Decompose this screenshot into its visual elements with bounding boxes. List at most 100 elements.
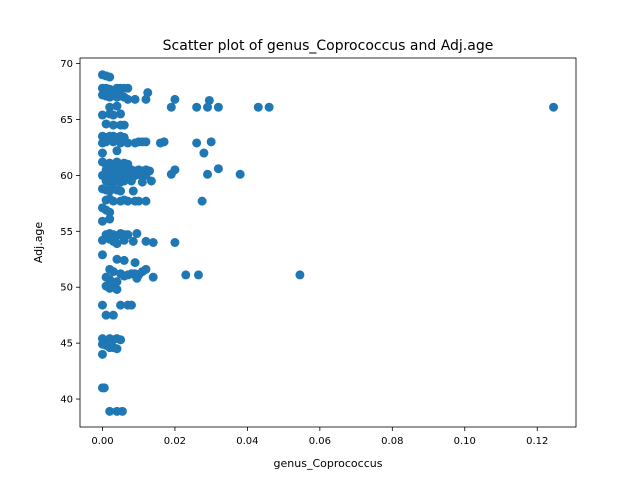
scatter-point-35	[108, 110, 118, 120]
scatter-point-56	[141, 137, 151, 147]
scatter-point-147	[128, 236, 138, 246]
scatter-point-36	[116, 109, 126, 119]
scatter-point-128	[197, 196, 207, 206]
scatter-point-170	[105, 274, 115, 284]
scatter-point-176	[112, 284, 122, 294]
scatter-point-145	[112, 239, 122, 249]
scatter-point-117	[116, 186, 126, 196]
scatter-point-37	[101, 119, 111, 129]
scatter-point-126	[134, 196, 144, 206]
scatter-point-51	[116, 138, 126, 148]
scatter-point-40	[119, 120, 129, 130]
x-axis-label: genus_Coprococcus	[274, 457, 383, 470]
scatter-point-28	[204, 95, 214, 105]
scatter-point-132	[97, 216, 107, 226]
scatter-point-110	[137, 177, 147, 187]
scatter-point-193	[97, 349, 107, 359]
scatter-point-60	[206, 137, 216, 147]
y-tick-label: 70	[60, 59, 73, 70]
y-axis-ticks: 40 45 50 55 60 65 70	[60, 59, 80, 406]
y-tick-label: 60	[60, 171, 73, 182]
scatter-point-61	[97, 148, 107, 158]
scatter-point-118	[128, 186, 138, 196]
scatter-point-29	[213, 102, 223, 112]
scatter-point-150	[170, 238, 180, 247]
scatter-point-109	[126, 176, 136, 186]
scatter-point-63	[199, 148, 209, 158]
scatter-point-142	[97, 235, 107, 245]
scatter-point-192	[112, 344, 122, 354]
scatter-point-180	[126, 300, 136, 310]
scatter-point-99	[141, 170, 151, 180]
scatter-point-52	[123, 138, 133, 148]
scatter-point-33	[97, 110, 107, 120]
scatter-point-167	[193, 270, 203, 280]
scatter-point-153	[119, 255, 129, 265]
scatter-point-151	[97, 250, 107, 260]
scatter-point-22	[170, 94, 180, 104]
scatter-point-32	[549, 102, 559, 112]
y-tick-label: 45	[60, 339, 73, 350]
chart-title: Scatter plot of genus_Coprococcus and Ad…	[163, 38, 494, 54]
scatter-point-26	[192, 102, 202, 112]
plot-area-frame	[79, 57, 577, 428]
scatter-point-177	[97, 300, 107, 310]
scatter-point-181	[101, 310, 111, 320]
scatter-point-131	[105, 207, 115, 217]
x-tick-label: 0.06	[309, 436, 331, 447]
scatter-point-146	[119, 235, 129, 245]
x-tick-label: 0.00	[91, 436, 113, 447]
scatter-point-25	[166, 102, 176, 112]
scatter-point-58	[159, 137, 169, 147]
scatter-point-18	[123, 94, 133, 104]
scatter-point-30	[253, 102, 263, 112]
scatter-point-172	[132, 273, 142, 283]
scatter-point-86	[213, 164, 223, 174]
scatter-point-31	[264, 102, 274, 112]
scatter-point-187	[116, 335, 126, 345]
scatter-point-127	[141, 196, 151, 206]
scatter-point-121	[108, 196, 118, 206]
scatter-point-133	[105, 214, 115, 224]
scatter-point-62	[112, 146, 122, 156]
y-tick-label: 50	[60, 283, 73, 294]
x-tick-label: 0.02	[164, 436, 186, 447]
scatter-point-165	[148, 272, 158, 282]
scatter-point-168	[295, 270, 305, 280]
x-axis-ticks: 0.00 0.02 0.04 0.06 0.08 0.10 0.12	[91, 427, 548, 447]
x-tick-label: 0.10	[454, 436, 476, 447]
y-tick-label: 65	[60, 115, 73, 126]
scatter-point-50	[108, 137, 118, 147]
scatter-point-49	[101, 137, 111, 147]
scatter-point-182	[108, 310, 118, 320]
scatter-point-196	[105, 406, 115, 416]
scatter-point-24	[112, 101, 122, 111]
y-tick-label: 40	[60, 395, 73, 406]
scatter-point-10	[123, 83, 133, 93]
scatter-point-21	[143, 88, 153, 98]
scatter-point-111	[146, 176, 156, 186]
scatter-point-195	[99, 383, 109, 393]
scatter-point-124	[123, 196, 133, 206]
scatter-point-198	[117, 406, 127, 416]
y-tick-label: 55	[60, 227, 73, 238]
scatter-point-19	[130, 94, 140, 104]
scatter-point-141	[132, 229, 142, 239]
scatter-point-38	[108, 120, 118, 130]
scatter-point-152	[112, 254, 122, 264]
scatter-point-2	[105, 72, 115, 82]
scatter-point-101	[203, 169, 213, 179]
scatter-point-156	[108, 267, 118, 277]
points-layer	[97, 70, 559, 416]
x-tick-label: 0.08	[381, 436, 403, 447]
scatter-point-149	[148, 238, 158, 247]
x-tick-label: 0.04	[236, 436, 258, 447]
scatter-point-59	[192, 138, 202, 148]
scatter-point-108	[119, 176, 129, 186]
scatter-point-148	[141, 236, 151, 246]
scatter-point-102	[235, 169, 245, 179]
scatter-point-164	[141, 264, 151, 274]
